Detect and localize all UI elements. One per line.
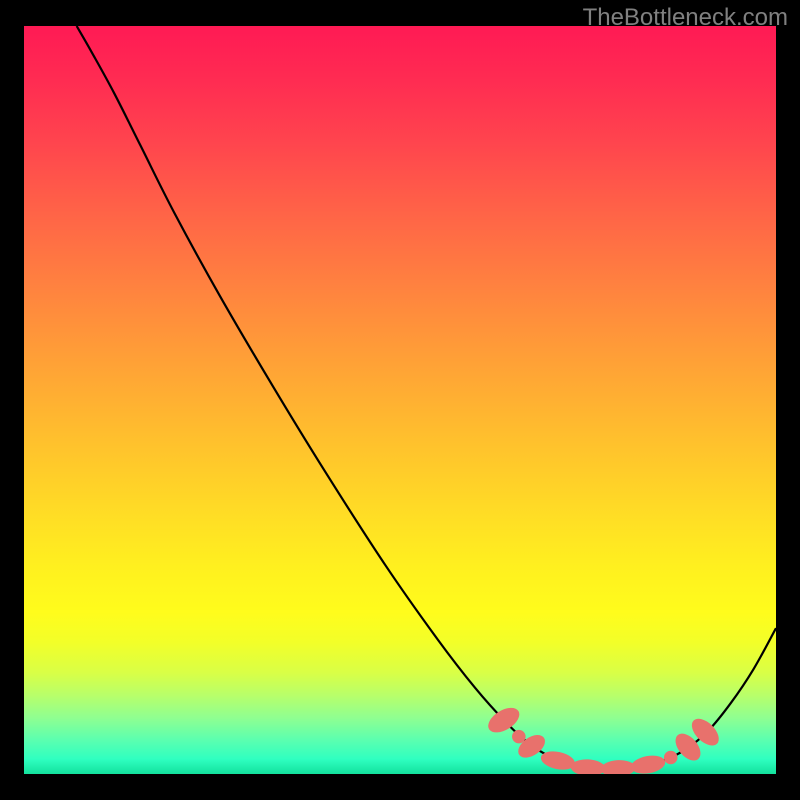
marker-point (600, 759, 635, 774)
watermark-text: TheBottleneck.com (583, 4, 788, 32)
marker-point (570, 759, 605, 774)
marker-group (484, 703, 724, 774)
marker-point (664, 751, 678, 764)
plot-area (24, 26, 776, 774)
chart-svg (24, 26, 776, 774)
curve-line (77, 26, 776, 769)
marker-point (630, 753, 667, 774)
marker-point (539, 749, 576, 773)
